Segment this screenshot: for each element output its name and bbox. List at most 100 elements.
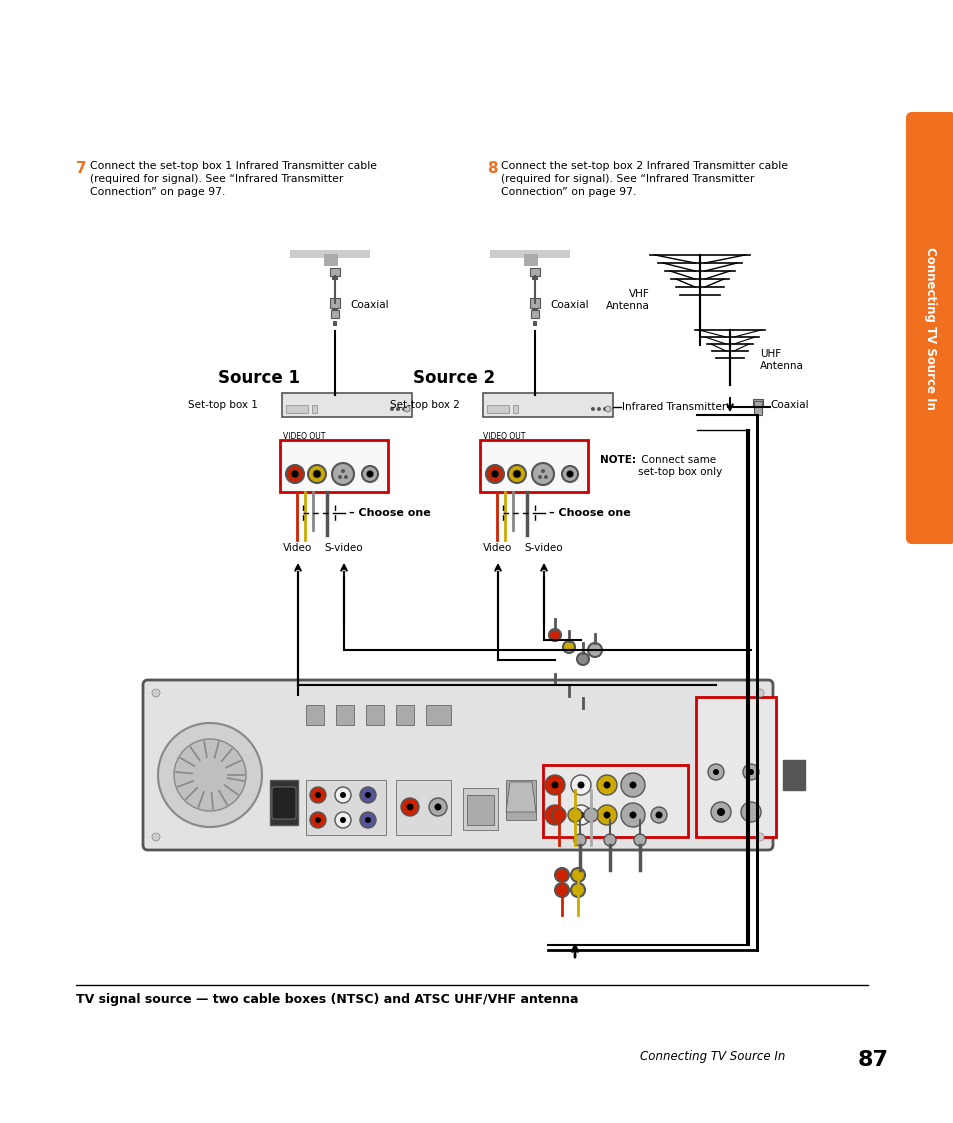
Circle shape bbox=[152, 690, 160, 697]
Circle shape bbox=[552, 809, 565, 822]
Circle shape bbox=[597, 805, 617, 825]
Circle shape bbox=[571, 775, 590, 795]
Circle shape bbox=[337, 475, 341, 480]
Text: 7: 7 bbox=[76, 161, 87, 176]
Circle shape bbox=[571, 883, 584, 897]
Circle shape bbox=[400, 798, 418, 816]
Text: 8: 8 bbox=[486, 161, 497, 176]
Circle shape bbox=[571, 805, 590, 825]
Text: Connecting TV Source In: Connecting TV Source In bbox=[639, 1050, 784, 1063]
Circle shape bbox=[571, 868, 584, 882]
Text: VIDEO OUT: VIDEO OUT bbox=[283, 432, 325, 441]
Bar bbox=[324, 254, 337, 266]
Bar bbox=[530, 298, 539, 308]
Circle shape bbox=[629, 812, 636, 819]
Bar bbox=[523, 254, 537, 266]
Circle shape bbox=[747, 769, 753, 775]
Bar bbox=[696, 697, 775, 837]
Bar bbox=[482, 393, 613, 417]
Circle shape bbox=[339, 818, 346, 823]
Bar bbox=[395, 780, 451, 836]
Circle shape bbox=[540, 469, 544, 473]
Circle shape bbox=[485, 465, 503, 483]
Text: S-video: S-video bbox=[524, 544, 562, 553]
Bar bbox=[513, 405, 517, 413]
Circle shape bbox=[574, 834, 585, 846]
Circle shape bbox=[551, 812, 558, 819]
Circle shape bbox=[604, 407, 610, 412]
Circle shape bbox=[339, 792, 346, 798]
Text: Connect the set-top box 2 Infrared Transmitter cable
(required for signal). See : Connect the set-top box 2 Infrared Trans… bbox=[500, 161, 787, 198]
Circle shape bbox=[587, 643, 601, 657]
Bar bbox=[462, 788, 497, 830]
Text: TV signal source — two cable boxes (NTSC) and ATSC UHF/VHF antenna: TV signal source — two cable boxes (NTSC… bbox=[76, 993, 578, 1006]
Bar bbox=[395, 705, 414, 725]
Circle shape bbox=[532, 463, 554, 485]
Circle shape bbox=[401, 407, 406, 411]
Text: Source 1: Source 1 bbox=[218, 369, 299, 387]
Circle shape bbox=[566, 471, 573, 477]
Bar bbox=[280, 440, 388, 492]
Circle shape bbox=[359, 787, 375, 803]
Circle shape bbox=[537, 475, 541, 480]
Bar bbox=[312, 405, 316, 413]
Bar bbox=[290, 250, 370, 258]
Bar bbox=[531, 310, 538, 318]
Circle shape bbox=[513, 471, 520, 478]
Circle shape bbox=[403, 407, 410, 412]
Bar bbox=[532, 276, 537, 280]
Circle shape bbox=[544, 775, 564, 795]
Circle shape bbox=[335, 812, 351, 828]
Bar bbox=[505, 780, 536, 820]
Bar bbox=[753, 401, 761, 416]
Circle shape bbox=[308, 465, 326, 483]
Bar bbox=[486, 405, 509, 413]
Circle shape bbox=[291, 471, 298, 478]
Circle shape bbox=[629, 782, 636, 788]
Circle shape bbox=[561, 466, 578, 482]
Circle shape bbox=[755, 690, 763, 697]
Bar bbox=[335, 705, 354, 725]
Circle shape bbox=[173, 739, 246, 811]
FancyBboxPatch shape bbox=[905, 112, 953, 544]
Text: Video: Video bbox=[283, 544, 313, 553]
Circle shape bbox=[555, 868, 568, 882]
Bar bbox=[533, 321, 537, 326]
Circle shape bbox=[562, 641, 575, 652]
Circle shape bbox=[344, 475, 348, 480]
Text: Set-top box 2: Set-top box 2 bbox=[390, 400, 459, 410]
Circle shape bbox=[332, 463, 354, 485]
Circle shape bbox=[152, 833, 160, 841]
Circle shape bbox=[583, 809, 598, 822]
Text: VIDEO OUT: VIDEO OUT bbox=[482, 432, 525, 441]
Text: UHF
Antenna: UHF Antenna bbox=[760, 349, 803, 371]
Circle shape bbox=[548, 684, 560, 696]
Circle shape bbox=[434, 803, 441, 811]
Bar bbox=[530, 268, 539, 276]
Circle shape bbox=[567, 809, 581, 822]
Polygon shape bbox=[505, 782, 536, 812]
Bar bbox=[306, 705, 324, 725]
Circle shape bbox=[507, 465, 525, 483]
Circle shape bbox=[577, 782, 584, 788]
Text: – Choose one: – Choose one bbox=[349, 508, 431, 518]
Text: Coaxial: Coaxial bbox=[550, 300, 588, 310]
Circle shape bbox=[597, 407, 600, 411]
Bar bbox=[479, 440, 587, 492]
Circle shape bbox=[340, 469, 345, 473]
Circle shape bbox=[577, 652, 588, 665]
Text: Connecting TV Source In: Connecting TV Source In bbox=[923, 247, 937, 410]
Text: Coaxial: Coaxial bbox=[769, 400, 808, 410]
Circle shape bbox=[548, 629, 560, 641]
Bar bbox=[782, 760, 804, 789]
Circle shape bbox=[717, 809, 724, 816]
Circle shape bbox=[562, 696, 575, 707]
Circle shape bbox=[755, 833, 763, 841]
Circle shape bbox=[577, 812, 584, 819]
Circle shape bbox=[310, 787, 326, 803]
Circle shape bbox=[602, 407, 606, 411]
Bar bbox=[330, 298, 339, 308]
Bar bbox=[426, 705, 451, 725]
Circle shape bbox=[365, 818, 371, 823]
Bar bbox=[542, 765, 687, 837]
